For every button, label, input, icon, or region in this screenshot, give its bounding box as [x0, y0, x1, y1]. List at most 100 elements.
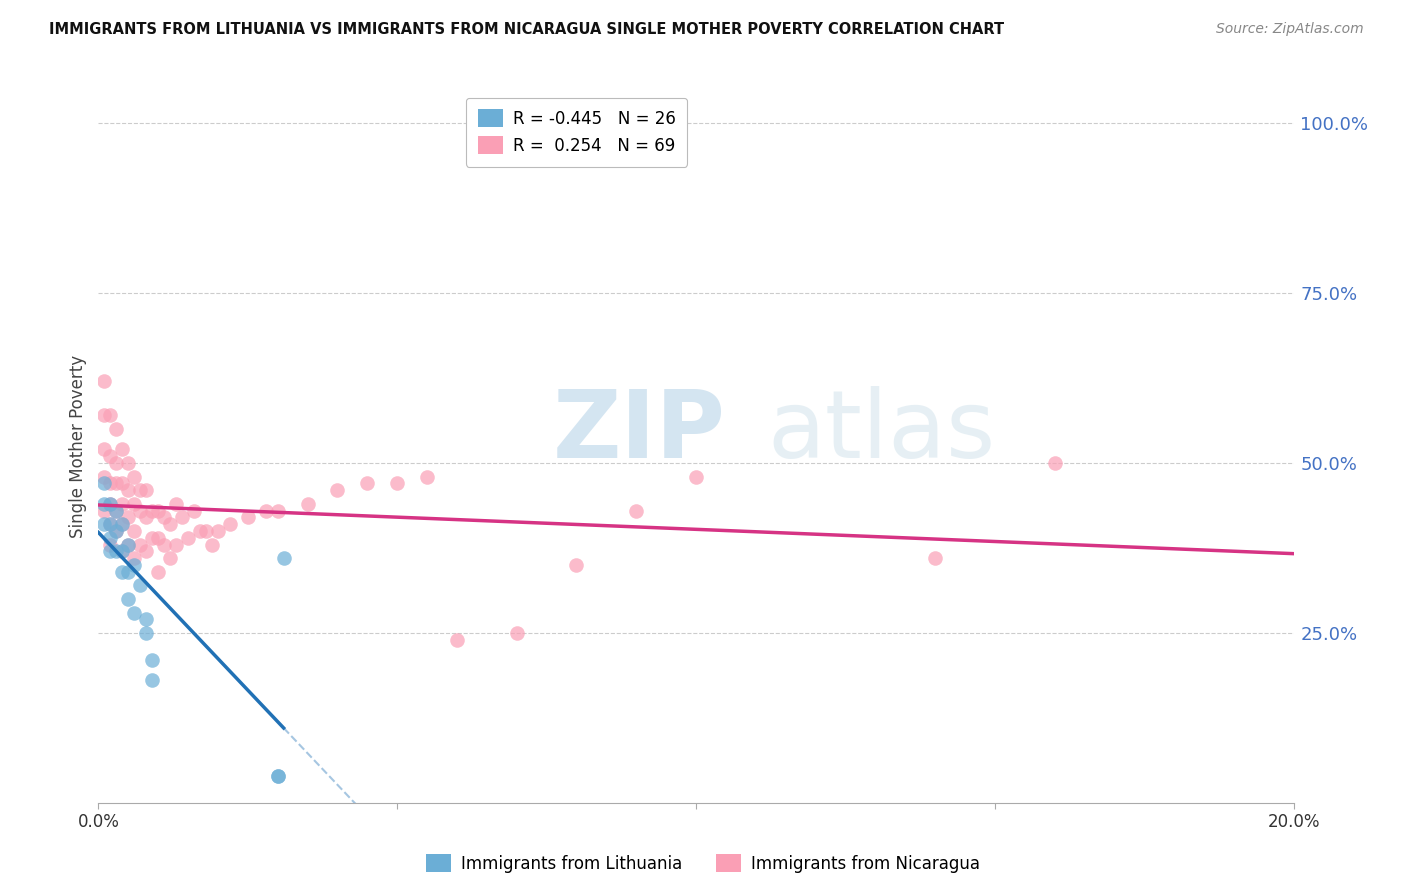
Point: [148, 531, 170, 545]
Text: ZIP: ZIP: [553, 385, 725, 478]
Point: [117, 537, 139, 551]
Point: [93, 503, 115, 517]
Point: [254, 503, 277, 517]
Point: [93, 375, 115, 389]
Y-axis label: Single Mother Poverty: Single Mother Poverty: [69, 354, 87, 538]
Point: [98, 537, 122, 551]
Point: [98, 409, 122, 423]
Point: [93, 476, 115, 491]
Point: [506, 626, 529, 640]
Point: [98, 531, 122, 545]
Point: [124, 558, 146, 572]
Point: [105, 476, 128, 491]
Point: [153, 510, 176, 524]
Point: [111, 442, 134, 457]
Point: [924, 551, 946, 566]
Point: [267, 769, 290, 783]
Point: [129, 483, 152, 498]
Point: [141, 673, 163, 688]
Point: [141, 531, 163, 545]
Point: [124, 551, 146, 566]
Point: [105, 544, 128, 558]
Point: [159, 517, 181, 532]
Point: [98, 517, 122, 532]
Point: [105, 503, 128, 517]
Point: [111, 497, 134, 511]
Point: [129, 537, 152, 551]
Point: [1043, 456, 1066, 470]
Point: [626, 503, 648, 517]
Point: [177, 531, 200, 545]
Point: [129, 503, 152, 517]
Point: [267, 503, 290, 517]
Text: IMMIGRANTS FROM LITHUANIA VS IMMIGRANTS FROM NICARAGUA SINGLE MOTHER POVERTY COR: IMMIGRANTS FROM LITHUANIA VS IMMIGRANTS …: [49, 22, 1004, 37]
Text: Source: ZipAtlas.com: Source: ZipAtlas.com: [1216, 22, 1364, 37]
Point: [135, 626, 157, 640]
Point: [117, 483, 139, 498]
Point: [111, 517, 134, 532]
Text: atlas: atlas: [768, 385, 995, 478]
Point: [98, 497, 122, 511]
Point: [165, 497, 187, 511]
Point: [685, 469, 707, 483]
Point: [195, 524, 218, 538]
Point: [98, 449, 122, 463]
Point: [326, 483, 349, 498]
Point: [135, 510, 157, 524]
Legend: Immigrants from Lithuania, Immigrants from Nicaragua: Immigrants from Lithuania, Immigrants fr…: [419, 847, 987, 880]
Point: [124, 497, 146, 511]
Point: [93, 442, 115, 457]
Point: [188, 524, 211, 538]
Point: [141, 503, 163, 517]
Point: [356, 476, 378, 491]
Point: [141, 653, 163, 667]
Point: [111, 517, 134, 532]
Point: [124, 524, 146, 538]
Point: [111, 544, 134, 558]
Point: [105, 503, 128, 517]
Point: [153, 537, 176, 551]
Point: [117, 565, 139, 579]
Point: [201, 537, 224, 551]
Point: [105, 524, 128, 538]
Legend: R = -0.445   N = 26, R =  0.254   N = 69: R = -0.445 N = 26, R = 0.254 N = 69: [465, 97, 688, 167]
Point: [98, 517, 122, 532]
Point: [111, 565, 134, 579]
Point: [93, 469, 115, 483]
Point: [124, 606, 146, 620]
Point: [135, 483, 157, 498]
Point: [117, 591, 139, 606]
Point: [297, 497, 319, 511]
Point: [98, 544, 122, 558]
Point: [105, 422, 128, 436]
Point: [148, 565, 170, 579]
Point: [105, 456, 128, 470]
Point: [93, 497, 115, 511]
Point: [129, 578, 152, 592]
Point: [124, 469, 146, 483]
Point: [111, 476, 134, 491]
Point: [267, 769, 290, 783]
Point: [111, 544, 134, 558]
Point: [416, 469, 439, 483]
Point: [117, 456, 139, 470]
Point: [565, 558, 588, 572]
Point: [183, 503, 205, 517]
Point: [98, 476, 122, 491]
Point: [148, 503, 170, 517]
Point: [159, 551, 181, 566]
Point: [93, 517, 115, 532]
Point: [98, 497, 122, 511]
Point: [93, 409, 115, 423]
Point: [219, 517, 242, 532]
Point: [117, 510, 139, 524]
Point: [105, 524, 128, 538]
Point: [135, 612, 157, 626]
Point: [165, 537, 187, 551]
Point: [207, 524, 229, 538]
Point: [117, 537, 139, 551]
Point: [446, 632, 468, 647]
Point: [172, 510, 194, 524]
Point: [135, 544, 157, 558]
Point: [236, 510, 259, 524]
